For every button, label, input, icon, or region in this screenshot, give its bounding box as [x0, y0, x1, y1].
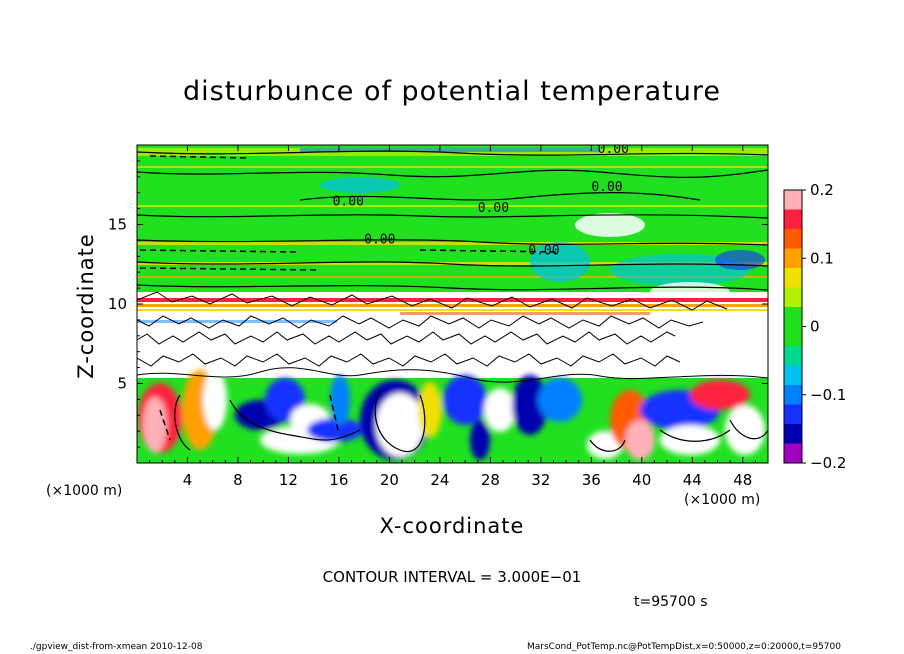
dashed-contours	[139, 155, 561, 441]
colorbar-segment	[784, 287, 802, 308]
colorbar-tick-label: −0.2	[810, 454, 846, 472]
colorbar-tick-label: 0.1	[810, 249, 834, 267]
x-tick-label: 4	[183, 471, 193, 489]
colorbar-tick-label: 0.2	[810, 181, 834, 199]
colorbar-segment	[784, 209, 802, 230]
mid-turbulent-layer	[137, 292, 768, 382]
colorbar-segment	[784, 268, 802, 288]
x-tick-label: 44	[683, 471, 702, 489]
x-tick-label: 36	[582, 471, 601, 489]
colorbar-segment	[784, 404, 802, 425]
footer-data-source: MarsCond_PotTemp.nc@PotTempDist,x=0:5000…	[527, 642, 841, 652]
lower-plume-field	[137, 370, 768, 463]
x-tick-label: 24	[430, 471, 449, 489]
contour-labels: 0.00 0.00 0.00 0.00 0.00 0.00	[333, 142, 629, 259]
x-tick-label: 48	[733, 471, 752, 489]
colorbar-segment	[784, 307, 802, 327]
time-label: t=95700 s	[634, 594, 708, 610]
colorbar-segment	[784, 346, 802, 366]
contour-value-label: 0.00	[591, 180, 622, 195]
x-tick-label: 12	[279, 471, 298, 489]
x-tick-label: 32	[531, 471, 550, 489]
colorbar-tick-label: −0.1	[810, 386, 846, 404]
x-axis-ticks: 4 8 12 16 20 24 28 32 36 40 44 48	[149, 145, 756, 489]
y-tick-label: 5	[117, 375, 127, 393]
y-tick-label: 10	[108, 295, 127, 313]
contour-value-label: 0.00	[478, 201, 509, 216]
x-tick-label: 28	[481, 471, 500, 489]
contour-value-label: 0.00	[333, 194, 364, 209]
colorbar-tick-label: 0	[810, 318, 820, 336]
colorbar-segment	[784, 190, 802, 210]
colorbar-segment	[784, 248, 802, 269]
colorbar-segment	[784, 424, 802, 444]
y-axis-ticks: 5 10 15	[108, 160, 768, 448]
colorbar-segment	[784, 365, 802, 386]
colorbar-segment	[784, 443, 802, 464]
x-tick-label: 16	[329, 471, 348, 489]
x-unit-label-right: (×1000 m)	[684, 492, 761, 508]
x-tick-label: 20	[380, 471, 399, 489]
x-axis-label: X-coordinate	[379, 514, 525, 538]
colorbar-segment	[784, 326, 802, 347]
colorbar: 0.2 0.1 0 −0.1 −0.2	[783, 181, 846, 472]
x-unit-label-left: (×1000 m)	[46, 483, 123, 499]
contour-lines	[137, 150, 768, 453]
colorbar-segment	[784, 229, 802, 249]
x-tick-label: 40	[632, 471, 651, 489]
plot-area: 0.00 0.00 0.00 0.00 0.00 0.00	[137, 142, 768, 463]
y-tick-label: 15	[108, 216, 127, 234]
contour-value-label: 0.00	[598, 142, 629, 157]
chart-title: disturbunce of potential temperature	[183, 76, 721, 107]
contour-value-label: 0.00	[528, 244, 559, 259]
turbulent-contours	[137, 291, 768, 383]
footer-script-info: ./gpview_dist-from-xmean 2010-12-08	[30, 642, 203, 652]
contour-value-label: 0.00	[364, 233, 395, 248]
x-tick-label: 8	[233, 471, 243, 489]
contour-interval-note: CONTOUR INTERVAL = 3.000E−01	[322, 568, 582, 586]
colorbar-segment	[784, 385, 802, 405]
